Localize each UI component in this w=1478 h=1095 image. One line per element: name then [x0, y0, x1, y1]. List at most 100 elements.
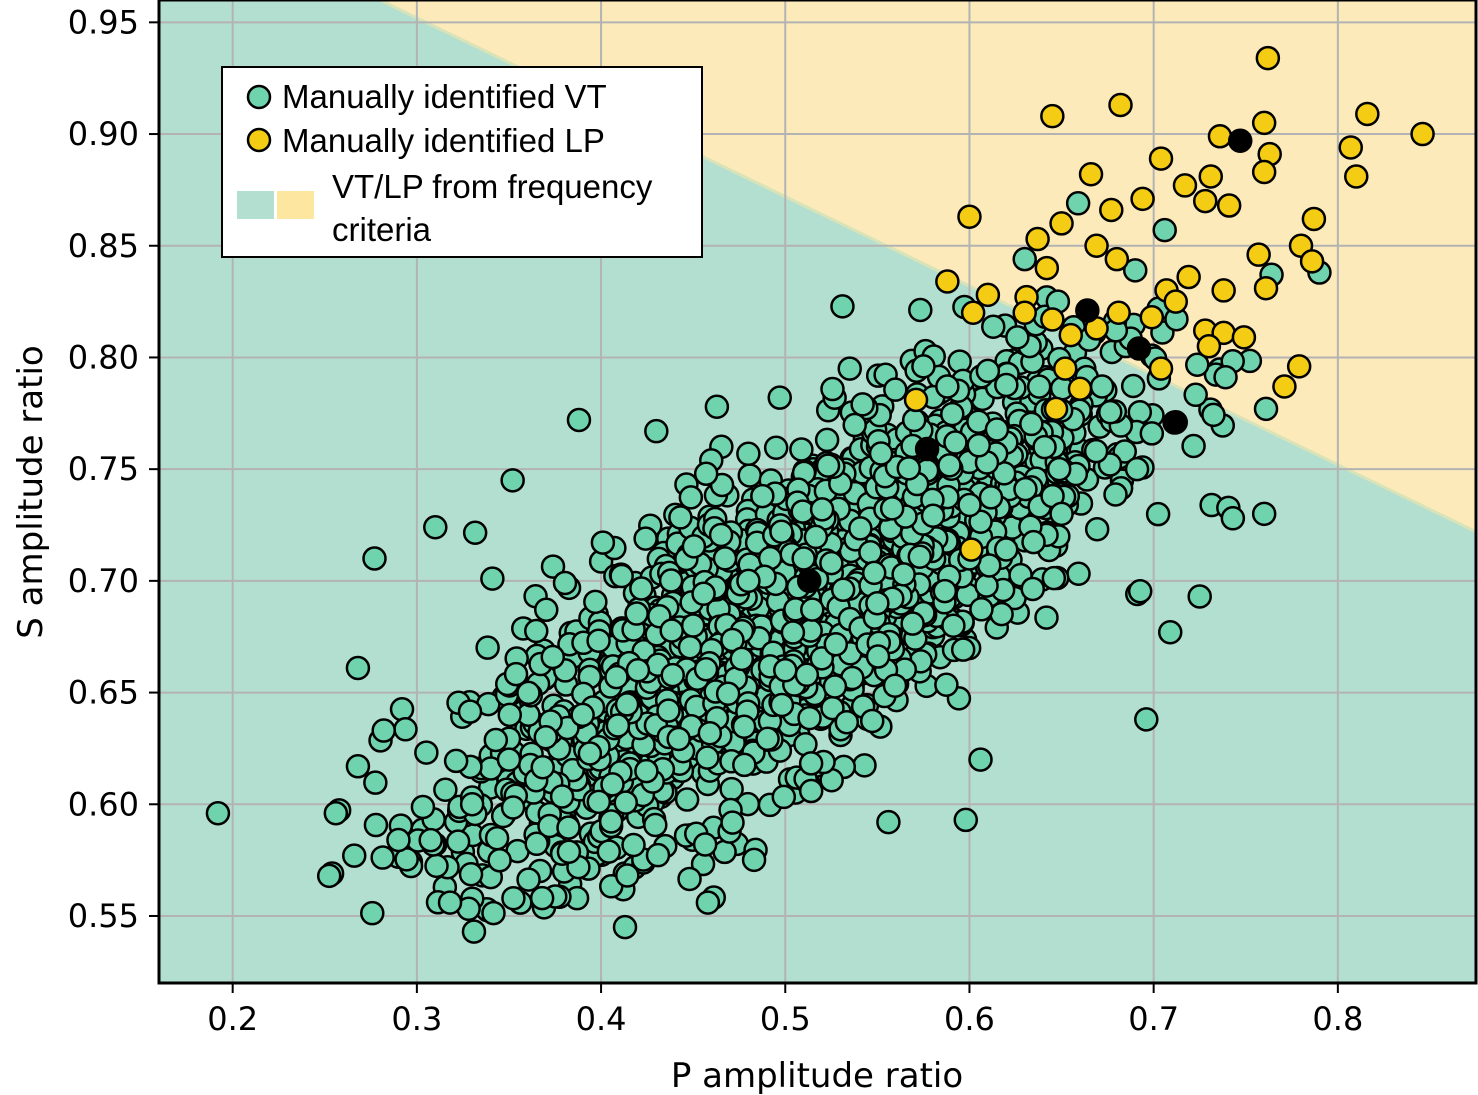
vt-point	[729, 646, 755, 672]
vt-point	[834, 709, 860, 735]
vt-point	[462, 520, 488, 545]
vt-point	[901, 407, 927, 433]
vt-point	[1120, 373, 1146, 399]
vt-point	[370, 845, 395, 870]
x-tick-label: 0.4	[576, 1000, 627, 1038]
lp-point	[1176, 264, 1201, 290]
vt-point	[708, 522, 734, 548]
y-tick-label: 0.60	[68, 785, 139, 823]
vt-point	[850, 392, 875, 417]
lp-point	[1130, 186, 1155, 212]
y-tick-label: 0.75	[68, 450, 139, 488]
x-axis-title: P amplitude ratio	[671, 1056, 963, 1095]
lp-point	[1025, 226, 1050, 252]
vt-point	[1065, 191, 1091, 216]
vt-point	[859, 708, 885, 734]
vt-point	[484, 825, 510, 851]
lp-point	[1034, 255, 1060, 281]
lp-point	[1211, 278, 1236, 303]
vt-point	[625, 657, 651, 683]
vt-point	[596, 839, 622, 864]
outlier-point	[914, 436, 940, 462]
vt-point	[780, 620, 806, 645]
lp-point	[1104, 246, 1130, 272]
vt-point	[410, 794, 436, 820]
outlier-point	[1227, 128, 1253, 153]
vt-point	[503, 661, 529, 687]
lp-point	[1192, 188, 1218, 214]
vt-point	[423, 514, 448, 540]
vt-point	[819, 550, 844, 576]
vt-point	[549, 784, 575, 809]
vt-point	[645, 842, 671, 868]
vt-point	[767, 385, 792, 410]
outlier-point	[1075, 298, 1100, 323]
vt-point	[621, 832, 646, 858]
lp-point	[1355, 101, 1380, 127]
vt-point	[1013, 476, 1038, 502]
vt-point	[883, 377, 908, 402]
legend-vt-marker	[246, 84, 272, 110]
vt-point	[968, 747, 993, 772]
vt-point	[386, 827, 411, 853]
vt-point	[360, 900, 385, 926]
vt-point	[433, 777, 458, 803]
vt-point	[882, 673, 908, 698]
vt-point	[934, 672, 959, 697]
vt-point	[540, 644, 566, 670]
legend-lp-label: Manually identified LP	[282, 122, 605, 159]
vt-point	[1020, 576, 1046, 602]
vt-point	[540, 554, 566, 579]
lp-point	[1040, 103, 1065, 129]
lp-point	[1040, 307, 1065, 332]
vt-point	[1187, 584, 1212, 609]
vt-point	[1032, 434, 1057, 460]
vt-point	[822, 674, 848, 699]
y-tick-label: 0.95	[68, 3, 139, 41]
lp-point	[935, 269, 960, 294]
y-axis-title: S amplitude ratio	[11, 345, 51, 638]
vt-point	[612, 914, 638, 940]
legend-box	[221, 66, 703, 258]
vt-point	[659, 618, 684, 643]
lp-point	[1286, 354, 1312, 379]
vt-point	[820, 376, 845, 402]
vt-point	[629, 576, 654, 601]
lp-point	[1148, 356, 1174, 381]
vt-point	[586, 789, 612, 815]
vt-point	[483, 727, 509, 753]
lp-point	[1067, 376, 1093, 401]
vt-point	[316, 863, 342, 889]
vt-point	[769, 519, 794, 545]
legend: Manually identified VT Manually identifi…	[221, 66, 703, 258]
vt-point	[868, 441, 894, 466]
vt-point	[950, 637, 976, 662]
vt-point	[323, 800, 349, 826]
vt-point	[496, 747, 522, 772]
vt-point	[957, 492, 982, 518]
vt-point	[736, 441, 761, 467]
vt-point	[666, 726, 691, 752]
vt-point	[590, 530, 616, 555]
vt-point	[809, 497, 835, 522]
vt-point	[697, 720, 723, 746]
vt-point	[552, 570, 578, 596]
lp-point	[1410, 121, 1435, 147]
vt-point	[677, 634, 703, 660]
vt-point	[771, 784, 797, 810]
vt-point	[345, 655, 371, 681]
lp-point	[903, 387, 929, 413]
lp-point	[1299, 249, 1325, 274]
vt-point	[974, 573, 999, 598]
lp-point	[1207, 124, 1233, 149]
vt-point	[704, 394, 730, 419]
lp-point	[1251, 110, 1277, 136]
vt-point	[993, 537, 1019, 562]
vt-point	[481, 900, 506, 926]
vt-point	[624, 601, 649, 626]
vt-point	[556, 839, 582, 864]
vt-point	[737, 463, 763, 488]
lp-point	[1012, 300, 1037, 326]
vt-point	[865, 590, 890, 616]
vt-point	[1049, 501, 1074, 527]
